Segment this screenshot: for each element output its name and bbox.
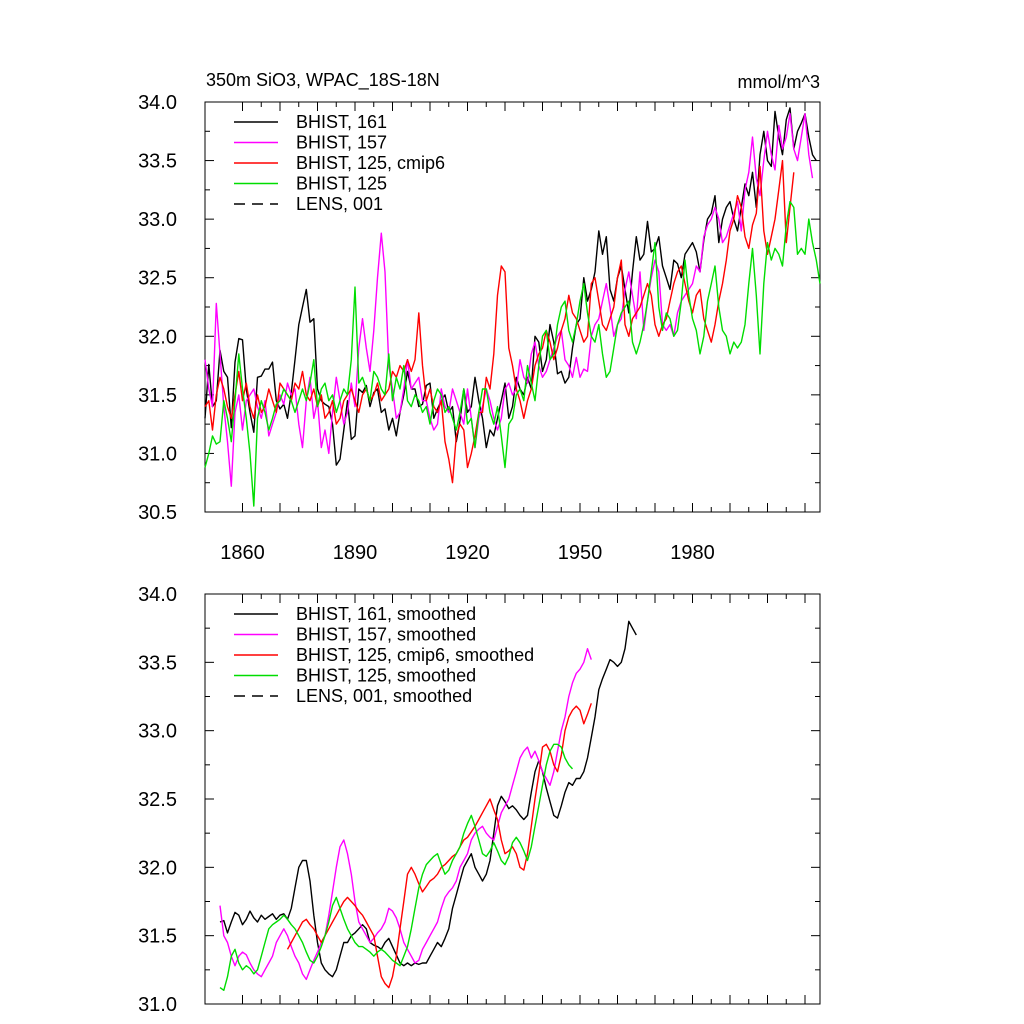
bottom-legend-label-bhist-125-smoothed: BHIST, 125, smoothed (296, 666, 476, 686)
bottom-y-tick-label: 32.5 (138, 789, 177, 811)
top-y-tick-label: 34.0 (138, 92, 177, 114)
top-legend-label-bhist-157: BHIST, 157 (296, 133, 387, 153)
top-series-bhist-161 (204, 107, 817, 466)
bottom-series-bhist-125-smoothed (219, 743, 574, 991)
bottom-series-bhist-161-smoothed (219, 620, 637, 978)
bottom-series-bhist-157-smoothed (219, 648, 592, 981)
bottom-y-tick-label: 34.0 (138, 584, 177, 606)
top-x-tick-label: 1950 (558, 542, 603, 564)
top-legend-label-bhist-125: BHIST, 125 (296, 174, 387, 194)
bottom-legend-label-bhist-157-smoothed: BHIST, 157, smoothed (296, 625, 476, 645)
top-y-tick-label: 32.5 (138, 268, 177, 290)
top-legend-label-bhist-125-cmip6: BHIST, 125, cmip6 (296, 153, 445, 173)
top-units-label: mmol/m^3 (738, 72, 820, 92)
top-y-tick-label: 33.0 (138, 209, 177, 231)
top-y-tick-label: 32.0 (138, 326, 177, 348)
top-y-tick-label: 30.5 (138, 502, 177, 524)
top-series-bhist-125 (204, 200, 821, 507)
top-legend-label-bhist-161: BHIST, 161 (296, 112, 387, 132)
bottom-y-tick-label: 31.5 (138, 926, 177, 948)
bottom-y-tick-label: 31.0 (138, 994, 177, 1016)
top-panel: 30.5 31.0 31.5 32.0 32.5 33.0 33.5 34.0 1860 1890… (138, 70, 821, 564)
bottom-y-tick-label: 33.5 (138, 652, 177, 674)
top-chart-title: 350m SiO3, WPAC_18S-18N (206, 70, 440, 91)
top-y-tick-label: 31.5 (138, 385, 177, 407)
top-x-tick-label: 1980 (670, 542, 715, 564)
top-x-tick-label: 1920 (445, 542, 490, 564)
bottom-panel: 31.0 31.5 32.0 32.5 33.0 33.5 34.0 BHIST, 161, … (138, 584, 821, 1016)
bottom-series-bhist-125-cmip6-smoothed (286, 703, 592, 989)
bottom-legend-label-bhist-161-smoothed: BHIST, 161, smoothed (296, 604, 476, 624)
top-y-tick-label: 31.0 (138, 443, 177, 465)
top-series-bhist-125-cmip6 (204, 159, 795, 484)
top-x-tick-label: 1860 (220, 542, 265, 564)
bottom-y-tick-label: 33.0 (138, 721, 177, 743)
bottom-legend-label-bhist-125-cmip6-smoothed: BHIST, 125, cmip6, smoothed (296, 645, 534, 665)
bottom-legend-label-lens-001-smoothed: LENS, 001, smoothed (296, 686, 472, 706)
bottom-y-tick-label: 32.0 (138, 857, 177, 879)
top-y-tick-label: 33.5 (138, 151, 177, 173)
top-legend-label-lens-001: LENS, 001 (296, 194, 383, 214)
top-x-tick-label: 1890 (333, 542, 378, 564)
